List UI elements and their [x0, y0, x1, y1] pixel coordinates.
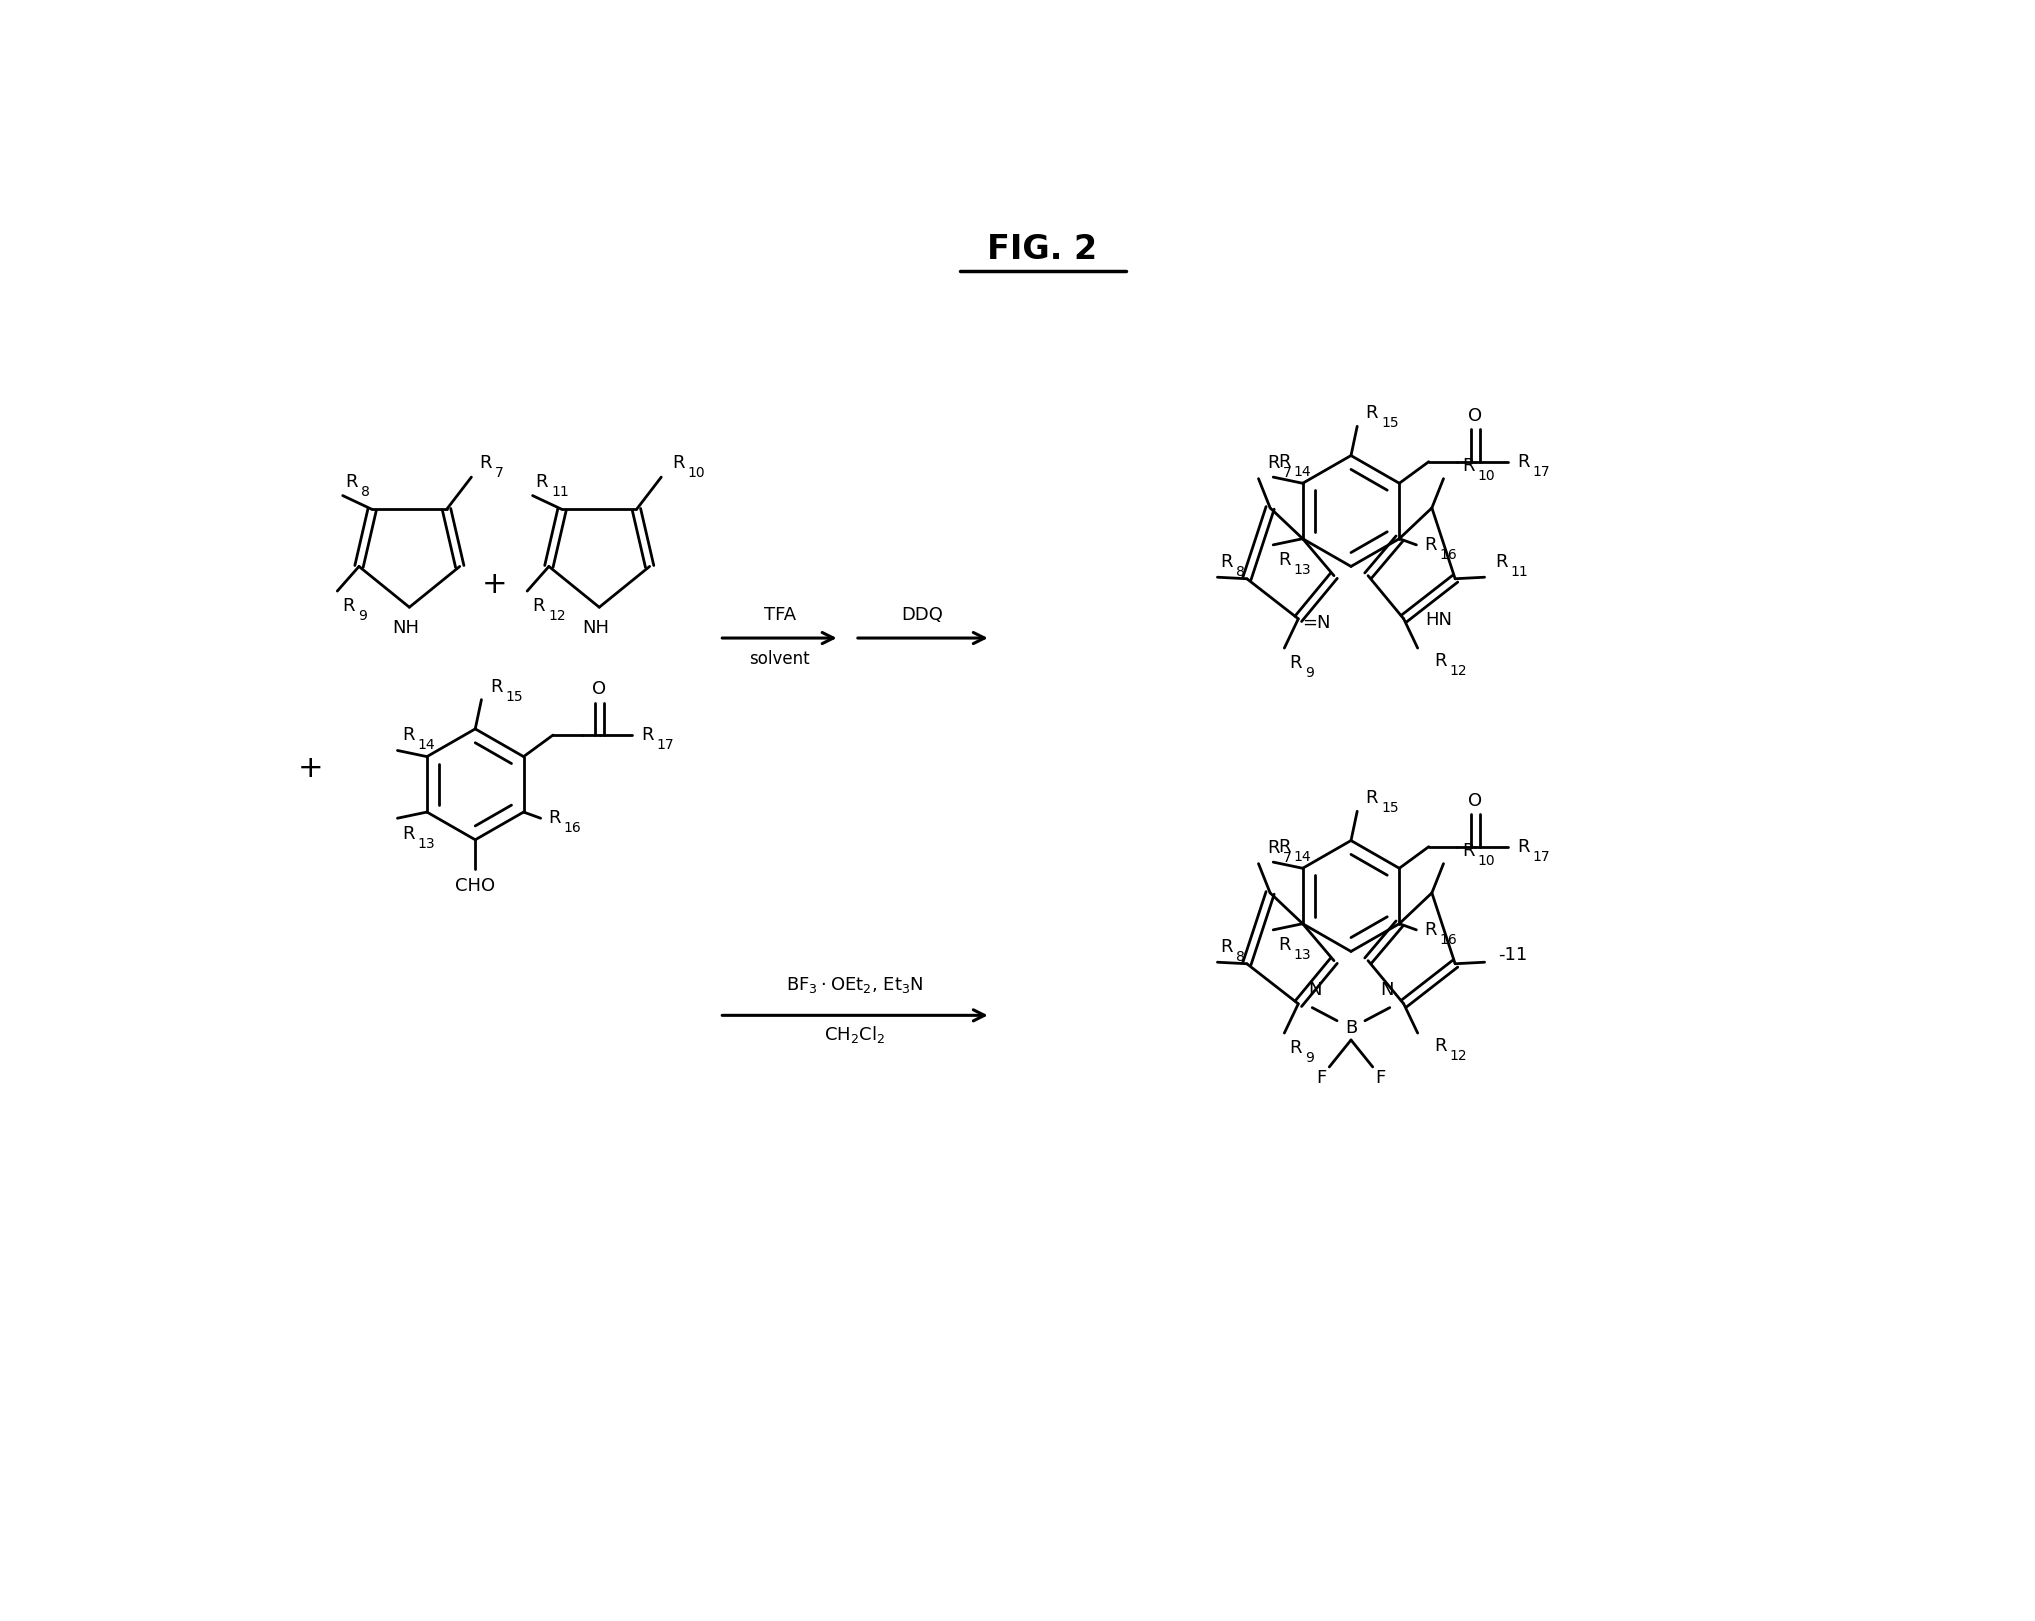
Text: O: O [1467, 791, 1481, 809]
Text: 9: 9 [1304, 666, 1315, 681]
Text: R: R [1290, 655, 1302, 673]
Text: R: R [1496, 553, 1508, 571]
Text: R: R [1365, 404, 1378, 421]
Text: R: R [547, 809, 562, 827]
Text: R: R [1365, 789, 1378, 807]
Text: 8: 8 [1235, 950, 1245, 964]
Text: R: R [403, 825, 415, 843]
Text: R: R [1278, 937, 1290, 955]
Text: R: R [1435, 1037, 1447, 1055]
Text: +: + [297, 754, 324, 783]
Text: 13: 13 [417, 836, 435, 851]
Text: R: R [1278, 551, 1290, 569]
Text: R: R [1516, 838, 1530, 856]
Text: R: R [1221, 553, 1233, 571]
Text: 15: 15 [505, 689, 523, 704]
Text: +: + [482, 569, 507, 598]
Text: 7: 7 [1282, 851, 1292, 866]
Text: 9: 9 [358, 609, 366, 624]
Text: F: F [1317, 1070, 1327, 1088]
Text: R: R [346, 473, 358, 491]
Text: 13: 13 [1294, 562, 1311, 577]
Text: 7: 7 [495, 467, 503, 480]
Text: O: O [1467, 407, 1481, 425]
Text: 12: 12 [1449, 665, 1467, 678]
Text: R: R [403, 726, 415, 744]
Text: R: R [641, 726, 653, 744]
Text: 12: 12 [547, 609, 566, 624]
Text: CHO: CHO [456, 877, 495, 895]
Text: 11: 11 [551, 485, 570, 499]
Text: NH: NH [393, 619, 419, 637]
Text: 9: 9 [1304, 1052, 1315, 1065]
Text: 14: 14 [1294, 465, 1311, 478]
Text: HN: HN [1424, 611, 1453, 629]
Text: 8: 8 [1235, 564, 1245, 579]
Text: 13: 13 [1294, 948, 1311, 963]
Text: NH: NH [582, 619, 608, 637]
Text: 15: 15 [1382, 417, 1398, 430]
Text: 10: 10 [1477, 854, 1496, 867]
Text: R: R [1268, 454, 1280, 472]
Text: R: R [1424, 921, 1437, 939]
Text: 10: 10 [1477, 468, 1496, 483]
Text: R: R [1290, 1039, 1302, 1057]
Text: 8: 8 [362, 485, 370, 499]
Text: N: N [1380, 981, 1394, 999]
Text: solvent: solvent [749, 650, 810, 668]
Text: R: R [533, 598, 545, 616]
Text: R: R [1461, 841, 1475, 859]
Text: 14: 14 [1294, 849, 1311, 864]
Text: F: F [1376, 1070, 1386, 1088]
Text: N: N [1309, 981, 1323, 999]
Text: R: R [1268, 840, 1280, 858]
Text: R: R [1516, 452, 1530, 470]
Text: TFA: TFA [763, 606, 796, 624]
Text: 11: 11 [1510, 564, 1528, 579]
Text: R: R [1278, 838, 1290, 856]
Text: FIG. 2: FIG. 2 [987, 233, 1097, 266]
Text: 15: 15 [1382, 801, 1398, 815]
Text: R: R [1424, 537, 1437, 554]
Text: R: R [478, 454, 492, 472]
Text: R: R [1221, 939, 1233, 956]
Text: CH$_2$Cl$_2$: CH$_2$Cl$_2$ [824, 1024, 885, 1046]
Text: 17: 17 [657, 738, 674, 752]
Text: R: R [1461, 457, 1475, 475]
Text: 7: 7 [1282, 467, 1292, 480]
Text: 16: 16 [564, 822, 582, 835]
Text: DDQ: DDQ [902, 606, 944, 624]
Text: 10: 10 [688, 467, 706, 480]
Text: O: O [592, 679, 606, 699]
Text: 14: 14 [417, 738, 435, 752]
Text: R: R [535, 473, 547, 491]
Text: 16: 16 [1439, 932, 1457, 947]
Text: =N: =N [1302, 614, 1331, 632]
Text: B: B [1345, 1020, 1357, 1037]
Text: 12: 12 [1449, 1049, 1467, 1063]
Text: 17: 17 [1532, 849, 1551, 864]
Text: R: R [1278, 452, 1290, 470]
Text: R: R [672, 454, 684, 472]
Text: R: R [342, 598, 356, 616]
Text: BF$_3\cdot$OEt$_2$, Et$_3$N: BF$_3\cdot$OEt$_2$, Et$_3$N [786, 974, 924, 995]
Text: R: R [490, 678, 503, 695]
Text: 17: 17 [1532, 465, 1551, 478]
Text: R: R [1435, 652, 1447, 669]
Text: -11: -11 [1498, 945, 1526, 963]
Text: 16: 16 [1439, 548, 1457, 562]
